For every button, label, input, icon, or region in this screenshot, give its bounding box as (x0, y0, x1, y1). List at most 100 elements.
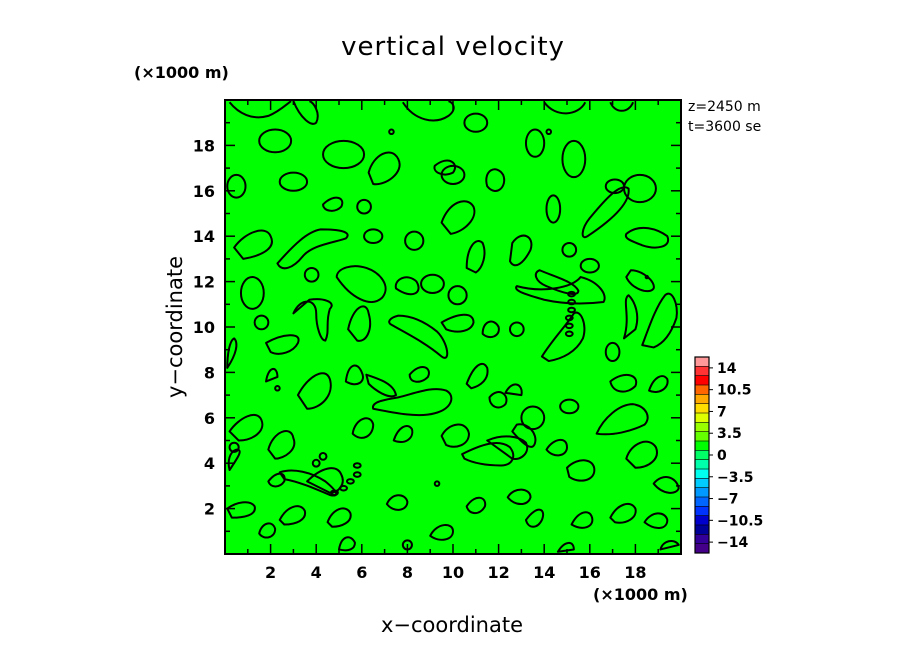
contour-line-16 (227, 175, 245, 198)
contour-line-54 (566, 324, 573, 329)
contour-line-32 (241, 277, 264, 309)
contour-line-2 (293, 101, 317, 124)
contour-line-117 (546, 130, 551, 135)
contour-line-102 (280, 506, 305, 524)
contour-line-70 (505, 384, 521, 395)
contour-line-10 (562, 141, 585, 177)
contour-line-104 (339, 537, 355, 550)
contour-line-99 (320, 453, 327, 460)
contour-line-95 (347, 479, 354, 484)
colorbar-segment (695, 487, 709, 498)
contour-line-91 (307, 468, 343, 493)
contour-line-88 (626, 442, 657, 468)
contour-line-74 (610, 375, 636, 392)
contour-line-20 (442, 201, 475, 234)
x-axis-unit-label: (×1000 m) (593, 585, 688, 604)
colorbar-label: −3.5 (717, 470, 754, 486)
contour-line-98 (313, 460, 320, 467)
contour-line-15 (486, 169, 504, 191)
colorbar-segment (695, 403, 709, 414)
colorbar-label: −10.5 (717, 513, 763, 529)
contour-line-75 (649, 376, 668, 392)
contour-line-14 (434, 161, 455, 175)
colorbar-segment (695, 515, 709, 526)
colorbar-segment (695, 375, 709, 386)
contour-line-52 (542, 313, 585, 361)
x-tick-label: 14 (533, 563, 555, 582)
contour-line-114 (660, 541, 678, 549)
contour-line-108 (508, 490, 531, 504)
colorbar-label: 7 (717, 404, 727, 420)
contour-line-96 (354, 472, 361, 477)
x-tick-label: 18 (624, 563, 646, 582)
y-axis-unit-label: (×1000 m) (134, 63, 229, 82)
contour-line-69 (489, 392, 506, 407)
contour-line-57 (568, 300, 575, 305)
x-tick-label: 10 (442, 563, 464, 582)
contour-line-7 (323, 141, 364, 168)
colorbar-segment (695, 497, 709, 507)
contour-line-36 (421, 275, 444, 293)
contour-line-39 (516, 277, 605, 303)
contour-line-9 (526, 130, 544, 157)
contour-line-110 (558, 543, 574, 552)
contour-line-41 (626, 270, 654, 291)
plot-area: 2 4 6 8 10 12 14 16 18 2 4 6 8 10 12 14 16 18 (193, 100, 681, 582)
contour-line-65 (275, 386, 280, 391)
y-tick-label: 16 (193, 182, 215, 201)
colorbar-label: 3.5 (717, 426, 742, 442)
contour-line-58 (568, 292, 575, 297)
colorbar-segment (695, 366, 709, 376)
y-tick-label: 14 (193, 227, 215, 246)
chart-title: vertical velocity (341, 32, 565, 62)
contour-line-94 (340, 486, 347, 491)
y-tick-label: 12 (193, 273, 215, 292)
x-tick-label: 4 (311, 563, 322, 582)
contour-line-48 (389, 316, 447, 358)
contour-line-81 (394, 426, 413, 442)
colorbar-segment (695, 478, 709, 488)
contour-line-89 (654, 477, 679, 493)
x-tick-label: 6 (356, 563, 367, 582)
contour-line-34 (337, 266, 386, 302)
contour-line-77 (268, 431, 294, 459)
contour-line-80 (353, 418, 374, 438)
contour-line-103 (328, 508, 351, 526)
contour-line-84 (487, 436, 527, 459)
contour-line-29 (467, 241, 485, 272)
contour-line-43 (624, 295, 637, 338)
contour-line-31 (562, 243, 576, 257)
y-tick-label: 6 (204, 409, 215, 428)
contour-line-45 (266, 335, 299, 354)
contour-line-13 (369, 152, 400, 184)
contour-line-92 (268, 474, 284, 487)
colorbar-segment (695, 534, 709, 544)
y-tick-label: 18 (193, 136, 215, 155)
contour-line-56 (568, 308, 575, 313)
colorbar-segment (695, 469, 709, 479)
contour-line-87 (567, 460, 594, 480)
contour-line-93 (331, 490, 338, 495)
colorbar-segment (695, 357, 709, 367)
annotation-z-level: z=2450 m (688, 99, 761, 115)
colorbar-segment (695, 441, 709, 451)
contour-line-23 (583, 187, 629, 237)
colorbar-segment (695, 413, 709, 423)
contour-line-17 (280, 173, 307, 191)
contour-line-5 (610, 102, 633, 111)
contour-line-112 (610, 504, 635, 523)
x-axis-label: x−coordinate (381, 613, 523, 637)
contour-line-105 (387, 495, 408, 510)
contour-line-97 (354, 463, 361, 468)
contour-line-71 (560, 400, 578, 414)
contour-line-42 (642, 294, 677, 348)
contour-line-47 (348, 306, 370, 340)
contour-line-59 (606, 343, 620, 361)
contour-line-85 (512, 424, 535, 447)
colorbar-segment (695, 422, 709, 432)
y-tick-label: 8 (204, 363, 215, 382)
contour-line-24 (626, 228, 668, 248)
contour-line-72 (521, 406, 544, 429)
colorbar-segment (695, 450, 709, 460)
y-tick-label: 10 (193, 318, 215, 337)
